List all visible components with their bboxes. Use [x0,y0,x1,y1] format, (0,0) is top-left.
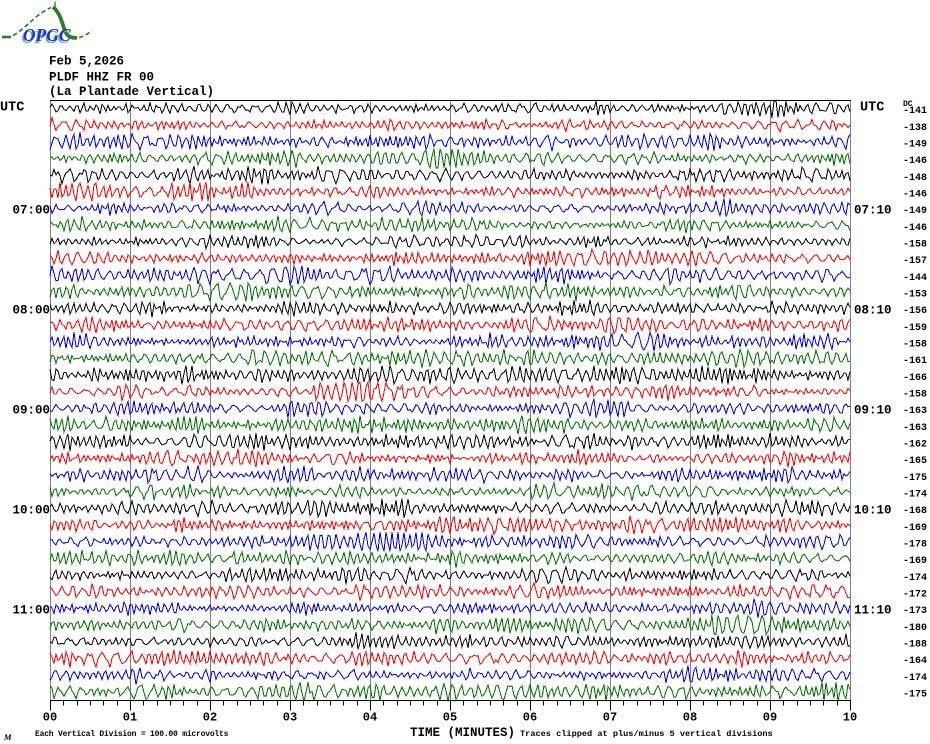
svg-text:07:10: 07:10 [854,204,892,218]
svg-text:-163: -163 [903,423,927,434]
svg-text:01: 01 [123,711,137,725]
svg-text:10:00: 10:00 [12,504,50,518]
svg-text:04: 04 [363,711,377,725]
svg-text:08: 08 [683,711,697,725]
svg-text:-174: -174 [903,573,927,584]
svg-text:(La Plantade Vertical): (La Plantade Vertical) [49,85,214,99]
svg-text:-153: -153 [903,290,927,301]
svg-text:07: 07 [603,711,617,725]
svg-text:-157: -157 [903,256,927,267]
svg-text:-180: -180 [903,623,927,634]
svg-text:Each Vertical Division = 100.: Each Vertical Division = 100.00 microvol… [35,730,229,739]
svg-text:-146: -146 [903,190,927,201]
svg-text:-156: -156 [903,306,927,317]
svg-text:-138: -138 [903,123,927,134]
svg-text:-146: -146 [903,223,927,234]
svg-text:09: 09 [763,711,777,725]
svg-text:08:00: 08:00 [12,304,50,318]
svg-text:-178: -178 [903,540,927,551]
svg-text:-175: -175 [903,690,927,701]
svg-text:08:10: 08:10 [854,304,892,318]
svg-text:11:10: 11:10 [854,604,892,618]
svg-text:-144: -144 [903,273,927,284]
svg-text:-146: -146 [903,156,927,167]
svg-text:-163: -163 [903,406,927,417]
svg-text:-165: -165 [903,456,927,467]
svg-text:-168: -168 [903,506,927,517]
svg-text:Traces clipped at plus/minus 5: Traces clipped at plus/minus 5 vertical … [520,729,773,739]
svg-text:Feb 5,2026: Feb 5,2026 [49,55,124,69]
svg-text:-174: -174 [903,673,927,684]
svg-text:-141: -141 [903,106,927,117]
svg-text:10: 10 [843,711,857,725]
svg-text:PLDF HHZ FR 00: PLDF HHZ FR 00 [49,71,154,85]
svg-text:-169: -169 [903,556,927,567]
svg-text:DC: DC [903,100,913,109]
svg-text:TIME (MINUTES): TIME (MINUTES) [410,726,515,740]
svg-text:07:00: 07:00 [12,204,50,218]
svg-text:-169: -169 [903,523,927,534]
svg-text:-158: -158 [903,340,927,351]
svg-text:-158: -158 [903,390,927,401]
svg-text:-162: -162 [903,440,927,451]
svg-text:11:00: 11:00 [12,604,50,618]
svg-text:09:10: 09:10 [854,404,892,418]
svg-text:05: 05 [443,711,457,725]
svg-text:-164: -164 [903,656,927,667]
svg-text:-159: -159 [903,323,927,334]
svg-text:-166: -166 [903,373,927,384]
svg-text:-161: -161 [903,356,927,367]
svg-text:M: M [3,732,12,742]
svg-text:-188: -188 [903,640,927,651]
svg-text:00: 00 [43,711,57,725]
svg-text:03: 03 [283,711,297,725]
svg-text:06: 06 [523,711,537,725]
svg-text:02: 02 [203,711,217,725]
svg-text:-148: -148 [903,173,927,184]
svg-text:-149: -149 [903,140,927,151]
svg-text:10:10: 10:10 [854,504,892,518]
svg-text:-173: -173 [903,606,927,617]
svg-text:-175: -175 [903,473,927,484]
svg-text:-149: -149 [903,206,927,217]
svg-text:UTC: UTC [0,101,24,116]
svg-text:-172: -172 [903,590,927,601]
svg-text:OPGC: OPGC [22,27,70,47]
svg-text:-158: -158 [903,240,927,251]
svg-text:UTC: UTC [860,101,884,116]
svg-text:OPGC: OPGC [23,25,71,45]
svg-text:-174: -174 [903,490,927,501]
svg-text:09:00: 09:00 [12,404,50,418]
